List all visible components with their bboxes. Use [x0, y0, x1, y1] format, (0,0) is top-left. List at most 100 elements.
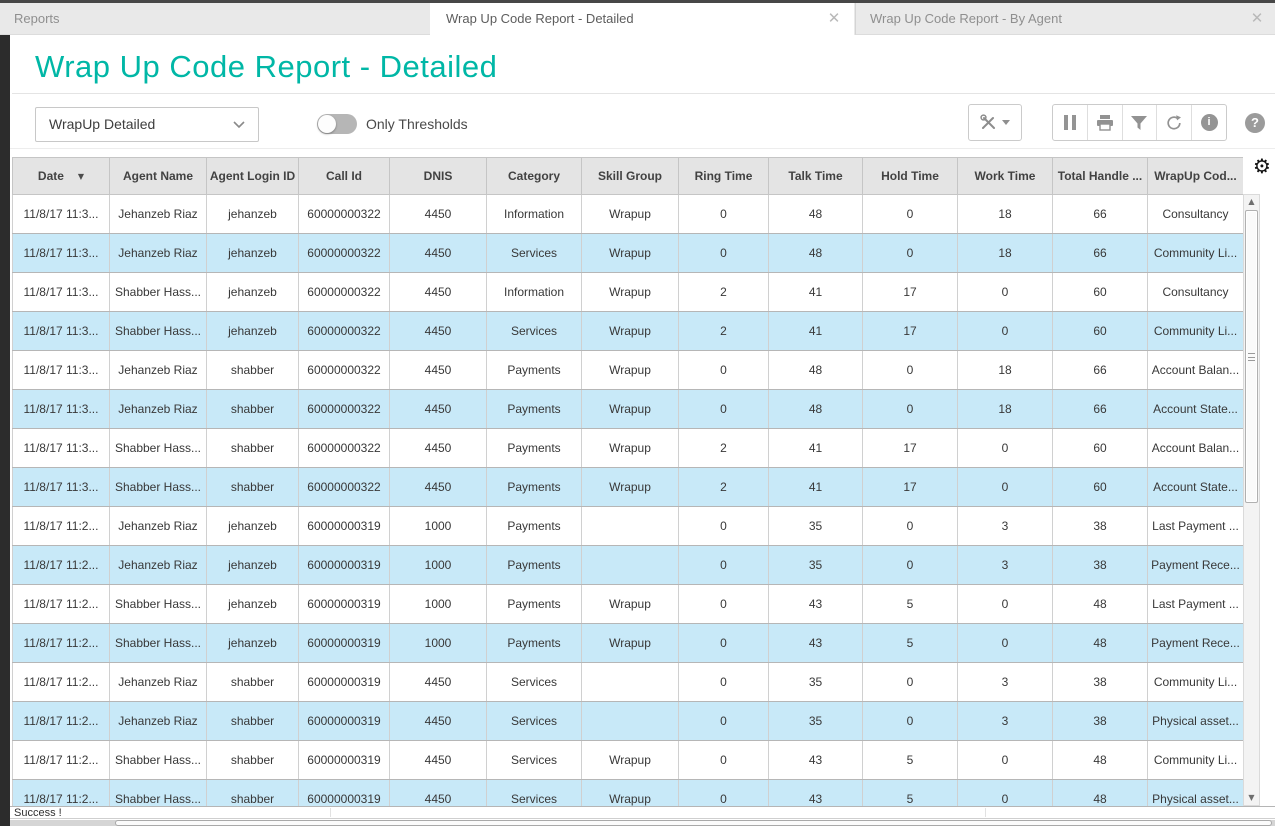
table-cell: 2	[678, 272, 769, 312]
column-settings-gear-icon[interactable]: ⚙	[1253, 154, 1271, 178]
report-grid: Date ▼ Agent Name Agent Login ID Call Id DNIS…	[12, 157, 1243, 806]
table-cell: 11/8/17 11:3...	[12, 350, 110, 390]
table-row[interactable]: 11/8/17 11:2... Jehanzeb Riaz jehanzeb 6000…	[12, 545, 1243, 585]
column-header[interactable]: Hold Time	[862, 157, 958, 195]
column-header[interactable]: Agent Name	[109, 157, 207, 195]
table-cell: Shabber Hass...	[109, 623, 207, 663]
table-row[interactable]: 11/8/17 11:3... Shabber Hass... jehanzeb 60…	[12, 311, 1243, 351]
column-header[interactable]: Category	[486, 157, 582, 195]
tab-reports[interactable]: Reports	[0, 3, 430, 35]
table-cell: 48	[1052, 740, 1148, 780]
table-cell: 35	[768, 506, 863, 546]
column-header[interactable]: Total Handle ...	[1052, 157, 1148, 195]
table-cell	[581, 545, 679, 585]
table-cell: Wrapup	[581, 272, 679, 312]
left-rail	[0, 35, 10, 826]
refresh-button[interactable]	[1157, 105, 1193, 140]
info-button[interactable]: i	[1192, 105, 1226, 140]
column-header[interactable]: Agent Login ID	[206, 157, 299, 195]
table-row[interactable]: 11/8/17 11:2... Jehanzeb Riaz shabber 60000…	[12, 662, 1243, 702]
table-cell: Payment Rece...	[1147, 623, 1243, 663]
table-cell: 43	[768, 740, 863, 780]
vertical-scrollbar-thumb[interactable]	[1245, 210, 1258, 503]
table-cell: 4450	[389, 194, 487, 234]
table-cell: 0	[957, 311, 1053, 351]
table-cell: Last Payment ...	[1147, 584, 1243, 624]
table-cell: Community Li...	[1147, 233, 1243, 273]
vertical-scrollbar[interactable]: ▲ ▼	[1243, 194, 1260, 806]
tools-dropdown-button[interactable]	[968, 104, 1022, 141]
table-cell: Payments	[486, 584, 582, 624]
table-cell: 60000000319	[298, 623, 390, 663]
table-cell: jehanzeb	[206, 311, 299, 351]
toggle-knob	[318, 115, 336, 133]
filter-button[interactable]	[1123, 105, 1158, 140]
view-selector-value: WrapUp Detailed	[49, 116, 156, 132]
help-button[interactable]: ?	[1245, 113, 1265, 133]
table-cell: 0	[678, 506, 769, 546]
table-row[interactable]: 11/8/17 11:2... Shabber Hass... shabber 600…	[12, 740, 1243, 780]
table-cell: Wrapup	[581, 740, 679, 780]
table-row[interactable]: 11/8/17 11:2... Shabber Hass... jehanzeb 60…	[12, 584, 1243, 624]
scroll-down-arrow-icon[interactable]: ▼	[1248, 793, 1255, 802]
column-header[interactable]: Call Id	[298, 157, 390, 195]
table-cell: Wrapup	[581, 311, 679, 351]
close-icon[interactable]: ✕	[1250, 10, 1264, 27]
table-cell: 11/8/17 11:3...	[12, 389, 110, 429]
table-row[interactable]: 11/8/17 11:3... Jehanzeb Riaz shabber 60000…	[12, 350, 1243, 390]
table-row[interactable]: 11/8/17 11:3... Jehanzeb Riaz shabber 60000…	[12, 389, 1243, 429]
column-header-label: Skill Group	[597, 169, 662, 183]
table-cell: Wrapup	[581, 350, 679, 390]
column-header[interactable]: WrapUp Cod...	[1147, 157, 1243, 195]
table-row[interactable]: 11/8/17 11:2... Jehanzeb Riaz jehanzeb 6000…	[12, 506, 1243, 546]
table-row[interactable]: 11/8/17 11:2... Jehanzeb Riaz shabber 60000…	[12, 701, 1243, 741]
scroll-up-arrow-icon[interactable]: ▲	[1248, 197, 1255, 206]
table-cell: Wrapup	[581, 623, 679, 663]
table-cell: 0	[862, 506, 958, 546]
table-cell: Community Li...	[1147, 662, 1243, 702]
horizontal-scrollbar[interactable]	[10, 820, 1275, 826]
table-cell: 11/8/17 11:2...	[12, 584, 110, 624]
table-cell: 60	[1052, 467, 1148, 507]
table-row[interactable]: 11/8/17 11:2... Shabber Hass... shabber 600…	[12, 779, 1243, 806]
table-cell: 60000000322	[298, 467, 390, 507]
table-cell: 1000	[389, 545, 487, 585]
table-cell: 0	[678, 662, 769, 702]
view-selector-dropdown[interactable]: WrapUp Detailed	[35, 107, 259, 142]
tab-wrapup-detailed[interactable]: Wrap Up Code Report - Detailed ✕	[430, 3, 854, 35]
column-header[interactable]: Work Time	[957, 157, 1053, 195]
print-button[interactable]	[1088, 105, 1123, 140]
table-cell: Jehanzeb Riaz	[109, 662, 207, 702]
column-header[interactable]: DNIS	[389, 157, 487, 195]
table-cell: 4450	[389, 740, 487, 780]
column-header[interactable]: Ring Time	[678, 157, 769, 195]
tab-label: Wrap Up Code Report - By Agent	[870, 11, 1062, 26]
table-cell: shabber	[206, 779, 299, 806]
column-header[interactable]: Skill Group	[581, 157, 679, 195]
column-header[interactable]: Talk Time	[768, 157, 863, 195]
column-header-label: DNIS	[423, 169, 453, 183]
horizontal-scrollbar-thumb[interactable]	[115, 820, 1272, 826]
only-thresholds-toggle[interactable]	[317, 114, 357, 134]
table-cell: 5	[862, 779, 958, 806]
table-cell: 0	[957, 584, 1053, 624]
close-icon[interactable]: ✕	[827, 10, 841, 27]
table-cell: Last Payment ...	[1147, 506, 1243, 546]
table-cell: 4450	[389, 272, 487, 312]
table-row[interactable]: 11/8/17 11:3... Jehanzeb Riaz jehanzeb 6000…	[12, 233, 1243, 273]
table-row[interactable]: 11/8/17 11:3... Shabber Hass... shabber 600…	[12, 467, 1243, 507]
table-cell: 4450	[389, 662, 487, 702]
table-row[interactable]: 11/8/17 11:3... Shabber Hass... jehanzeb 60…	[12, 272, 1243, 312]
tab-wrapup-by-agent[interactable]: Wrap Up Code Report - By Agent ✕	[855, 3, 1275, 35]
table-row[interactable]: 11/8/17 11:2... Shabber Hass... jehanzeb 60…	[12, 623, 1243, 663]
column-header[interactable]: Date ▼	[12, 157, 110, 195]
column-header-label: WrapUp Cod...	[1154, 169, 1237, 183]
table-cell: 66	[1052, 389, 1148, 429]
table-row[interactable]: 11/8/17 11:3... Shabber Hass... shabber 600…	[12, 428, 1243, 468]
table-cell: 48	[768, 194, 863, 234]
pause-button[interactable]	[1053, 105, 1088, 140]
table-cell: Account State...	[1147, 389, 1243, 429]
table-cell: Services	[486, 311, 582, 351]
table-cell: 0	[678, 545, 769, 585]
table-row[interactable]: 11/8/17 11:3... Jehanzeb Riaz jehanzeb 6000…	[12, 194, 1243, 234]
